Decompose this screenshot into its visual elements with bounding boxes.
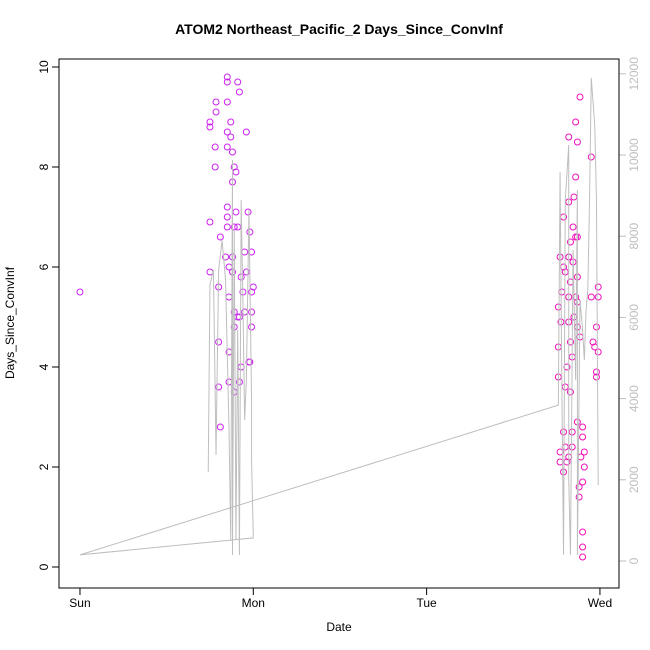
- data-point: [560, 428, 568, 436]
- data-point: [206, 118, 214, 126]
- y2-tick-label: 8000: [627, 223, 641, 250]
- data-point: [592, 323, 600, 331]
- data-point: [230, 223, 238, 231]
- data-point: [227, 118, 235, 126]
- y2-tick-label: 6000: [627, 304, 641, 331]
- data-point: [579, 543, 587, 551]
- y2-tick-label: 2000: [627, 466, 641, 493]
- data-point: [579, 423, 587, 431]
- data-point: [592, 368, 600, 376]
- data-line: [79, 77, 599, 556]
- y-tick-label: 6: [37, 263, 51, 270]
- y-tick-label: 10: [37, 60, 51, 74]
- data-point: [569, 223, 577, 231]
- x-axis-label: Date: [326, 620, 352, 634]
- data-point: [211, 163, 219, 171]
- data-point: [216, 423, 224, 431]
- data-point: [575, 483, 583, 491]
- data-point: [223, 223, 231, 231]
- y2-tick-label: 0: [627, 557, 641, 564]
- data-point: [594, 293, 602, 301]
- data-point: [235, 88, 243, 96]
- data-point: [216, 233, 224, 241]
- data-point: [234, 78, 242, 86]
- data-point: [215, 338, 223, 346]
- data-point: [227, 133, 235, 141]
- y2-tick-label: 4000: [627, 385, 641, 412]
- data-point: [206, 123, 214, 131]
- data-point: [573, 138, 581, 146]
- data-point: [223, 143, 231, 151]
- data-point: [580, 463, 588, 471]
- data-point: [223, 128, 231, 136]
- data-point: [566, 238, 574, 246]
- data-point: [575, 493, 583, 501]
- data-point: [230, 163, 238, 171]
- data-point: [576, 93, 584, 101]
- data-point: [587, 293, 595, 301]
- data-point: [594, 348, 602, 356]
- y-tick-label: 8: [37, 163, 51, 170]
- data-point: [228, 148, 236, 156]
- y-tick-label: 0: [37, 563, 51, 570]
- data-point: [566, 338, 574, 346]
- data-point: [592, 373, 600, 381]
- data-point: [223, 203, 231, 211]
- x-tick-label: Wed: [588, 596, 612, 610]
- data-point: [556, 448, 564, 456]
- data-point: [594, 283, 602, 291]
- data-point: [248, 323, 256, 331]
- data-point: [223, 213, 231, 221]
- data-point: [579, 553, 587, 561]
- data-point: [566, 388, 574, 396]
- data-point: [572, 118, 580, 126]
- data-point: [248, 288, 256, 296]
- data-point: [589, 338, 597, 346]
- plot-frame: [58, 58, 620, 589]
- data-point: [235, 313, 243, 321]
- y-axis-label: Days_Since_ConvInf: [3, 266, 17, 379]
- data-point: [556, 253, 564, 261]
- x-tick-label: Tue: [416, 596, 437, 610]
- data-point: [223, 73, 231, 81]
- data-point: [235, 378, 243, 386]
- data-point: [579, 528, 587, 536]
- data-point: [222, 253, 230, 261]
- data-point: [211, 143, 219, 151]
- y2-tick-label: 12000: [627, 57, 641, 91]
- data-point: [587, 153, 595, 161]
- data-point: [212, 98, 220, 106]
- data-point: [223, 78, 231, 86]
- data-point: [244, 208, 252, 216]
- data-point: [248, 308, 256, 316]
- y2-tick-label: 10000: [627, 138, 641, 172]
- data-point: [206, 218, 214, 226]
- data-point: [212, 108, 220, 116]
- y-tick-label: 2: [37, 463, 51, 470]
- data-point: [579, 433, 587, 441]
- x-tick-label: Mon: [242, 596, 265, 610]
- data-point: [580, 448, 588, 456]
- data-point: [223, 98, 231, 106]
- data-point: [242, 128, 250, 136]
- data-point: [246, 228, 254, 236]
- x-tick-label: Sun: [69, 596, 90, 610]
- data-point: [565, 133, 573, 141]
- data-point: [76, 288, 84, 296]
- y-tick-label: 4: [37, 363, 51, 370]
- chart-title: ATOM2 Northeast_Pacific_2 Days_Since_Con…: [175, 21, 503, 37]
- data-point: [572, 173, 580, 181]
- data-point: [215, 383, 223, 391]
- data-point: [230, 323, 238, 331]
- data-point: [579, 478, 587, 486]
